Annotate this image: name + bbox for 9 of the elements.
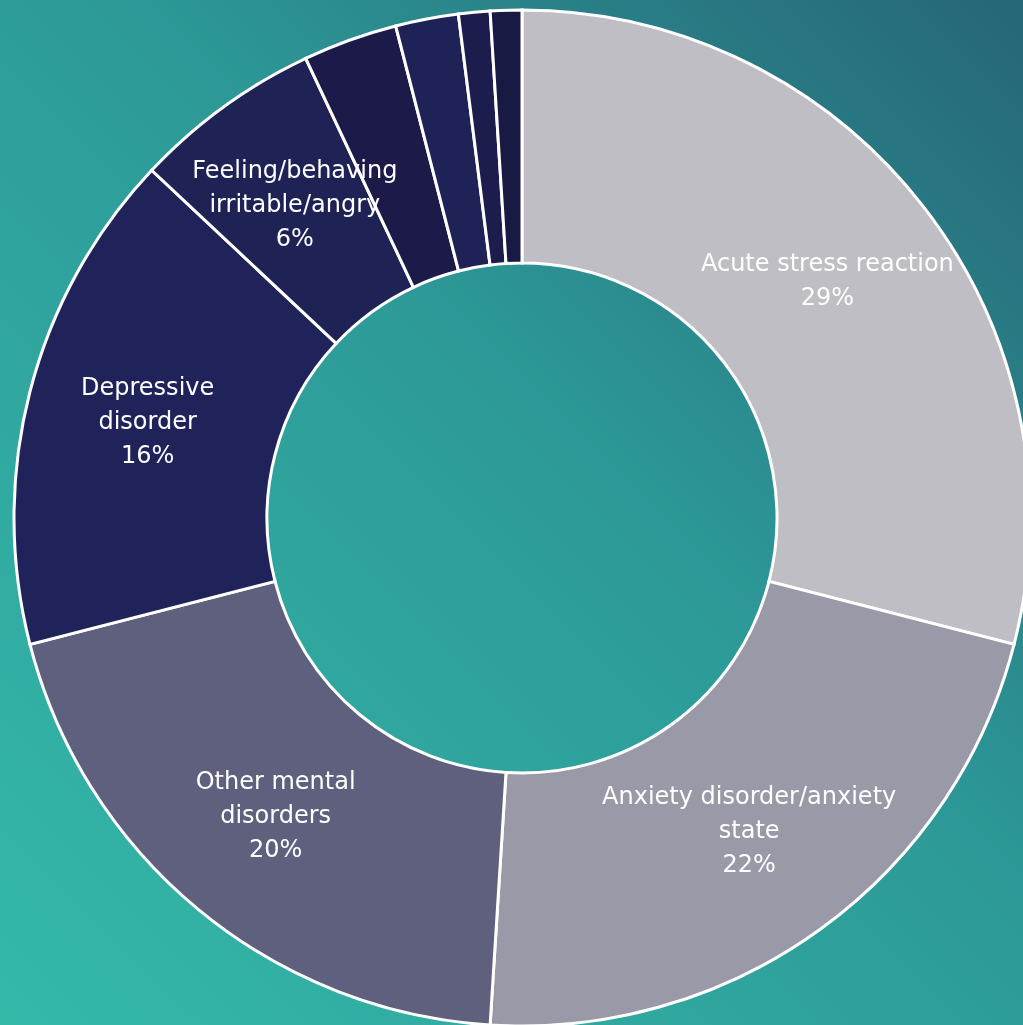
data-label: 22% — [722, 849, 776, 878]
data-label: 6% — [275, 224, 314, 253]
slice-label: Anxiety disorder/anxiety state — [602, 781, 897, 844]
data-label: 16% — [120, 440, 175, 469]
data-label: 20% — [248, 834, 303, 863]
data-label: 29% — [800, 283, 855, 312]
slice-label: Other mental disorders — [195, 766, 356, 829]
slice-label: Depressive disorder — [81, 372, 215, 435]
slice-label: Acute stress reaction — [700, 249, 954, 278]
